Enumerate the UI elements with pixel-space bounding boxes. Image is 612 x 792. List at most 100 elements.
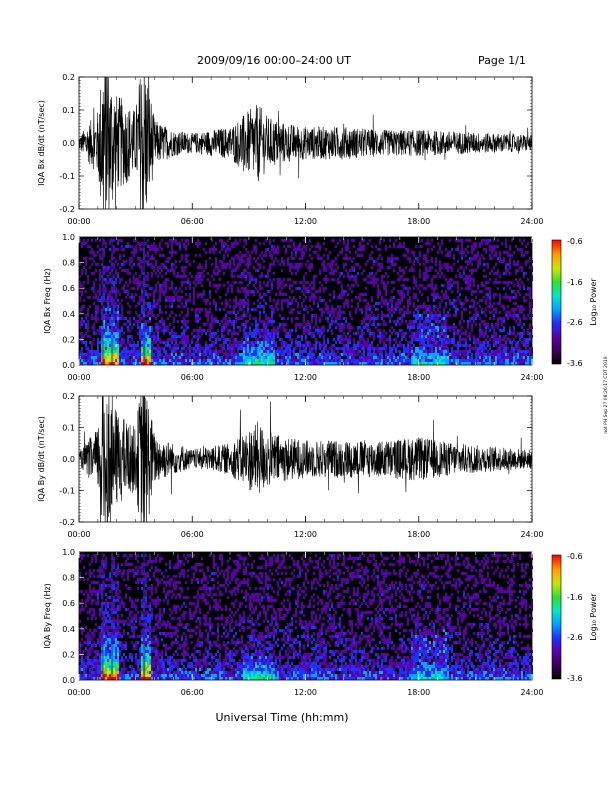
heatmap-cell xyxy=(219,260,221,263)
heatmap-cell xyxy=(453,326,455,329)
heatmap-cell xyxy=(167,362,169,365)
heatmap-cell xyxy=(323,359,325,362)
heatmap-cell xyxy=(311,356,313,359)
heatmap-cell xyxy=(205,332,207,335)
heatmap-cell xyxy=(427,341,429,344)
heatmap-cell xyxy=(403,311,405,314)
heatmap-cell xyxy=(301,338,303,341)
heatmap-cell xyxy=(343,347,345,350)
heatmap-cell xyxy=(109,356,111,359)
heatmap-cell xyxy=(341,347,343,350)
heatmap-cell xyxy=(153,314,155,317)
heatmap-cell xyxy=(529,293,531,296)
heatmap-cell xyxy=(149,245,151,248)
heatmap-cell xyxy=(185,341,187,344)
heatmap-cell xyxy=(425,242,427,245)
heatmap-cell xyxy=(253,344,255,347)
heatmap-cell xyxy=(89,353,91,356)
heatmap-cell xyxy=(391,308,393,311)
heatmap-cell xyxy=(209,359,211,362)
heatmap-cell xyxy=(201,359,203,362)
heatmap-cell xyxy=(327,350,329,353)
heatmap-cell xyxy=(87,320,89,323)
heatmap-cell xyxy=(453,332,455,335)
heatmap-cell xyxy=(149,257,151,260)
heatmap-cell xyxy=(517,332,519,335)
heatmap-cell xyxy=(267,320,269,323)
heatmap-cell xyxy=(417,359,419,362)
heatmap-cell xyxy=(171,362,173,365)
heatmap-cell xyxy=(273,239,275,242)
heatmap-cell xyxy=(525,350,527,353)
heatmap-cell xyxy=(151,245,153,248)
heatmap-cell xyxy=(395,302,397,305)
heatmap-cell xyxy=(439,260,441,263)
heatmap-cell xyxy=(149,293,151,296)
heatmap-cell xyxy=(117,338,119,341)
heatmap-cell xyxy=(479,329,481,332)
heatmap-cell xyxy=(473,245,475,248)
heatmap-cell xyxy=(171,263,173,266)
heatmap-cell xyxy=(125,347,127,350)
heatmap-cell xyxy=(397,335,399,338)
heatmap-cell xyxy=(523,314,525,317)
heatmap-cell xyxy=(525,344,527,347)
heatmap-cell xyxy=(509,326,511,329)
heatmap-cell xyxy=(365,278,367,281)
heatmap-cell xyxy=(245,314,247,317)
heatmap-cell xyxy=(455,344,457,347)
heatmap-cell xyxy=(199,350,201,353)
heatmap-cell xyxy=(197,359,199,362)
heatmap-cell xyxy=(399,323,401,326)
heatmap-cell xyxy=(287,245,289,248)
heatmap-cell xyxy=(199,317,201,320)
heatmap-cell xyxy=(409,296,411,299)
heatmap-cell xyxy=(211,248,213,251)
heatmap-cell xyxy=(135,239,137,242)
heatmap-cell xyxy=(147,296,149,299)
heatmap-cell xyxy=(379,341,381,344)
heatmap-cell xyxy=(215,290,217,293)
heatmap-cell xyxy=(243,302,245,305)
heatmap-cell xyxy=(103,338,105,341)
heatmap-cell xyxy=(445,263,447,266)
heatmap-cell xyxy=(333,308,335,311)
heatmap-cell xyxy=(433,362,435,365)
heatmap-cell xyxy=(145,275,147,278)
heatmap-cell xyxy=(129,245,131,248)
heatmap-cell xyxy=(387,308,389,311)
heatmap-cell xyxy=(465,332,467,335)
heatmap-cell xyxy=(331,263,333,266)
heatmap-cell xyxy=(307,281,309,284)
heatmap-cell xyxy=(413,314,415,317)
heatmap-cell xyxy=(133,248,135,251)
heatmap-cell xyxy=(419,347,421,350)
heatmap-cell xyxy=(455,350,457,353)
heatmap-cell xyxy=(83,242,85,245)
heatmap-cell xyxy=(279,362,281,365)
heatmap-cell xyxy=(451,290,453,293)
heatmap-cell xyxy=(121,356,123,359)
heatmap-cell xyxy=(85,359,87,362)
heatmap-cell xyxy=(361,293,363,296)
heatmap-cell xyxy=(355,362,357,365)
heatmap-cell xyxy=(221,359,223,362)
heatmap-cell xyxy=(333,260,335,263)
heatmap-cell xyxy=(105,308,107,311)
heatmap-cell xyxy=(197,353,199,356)
heatmap-cell xyxy=(447,356,449,359)
heatmap-cell xyxy=(151,275,153,278)
heatmap-cell xyxy=(305,305,307,308)
heatmap-cell xyxy=(467,320,469,323)
heatmap-cell xyxy=(417,305,419,308)
heatmap-cell xyxy=(487,293,489,296)
heatmap-cell xyxy=(171,269,173,272)
heatmap-cell xyxy=(505,251,507,254)
heatmap-cell xyxy=(377,359,379,362)
heatmap-cell xyxy=(181,239,183,242)
heatmap-cell xyxy=(337,359,339,362)
heatmap-cell xyxy=(253,302,255,305)
heatmap-cell xyxy=(159,242,161,245)
heatmap-cell xyxy=(323,260,325,263)
heatmap-cell xyxy=(331,308,333,311)
